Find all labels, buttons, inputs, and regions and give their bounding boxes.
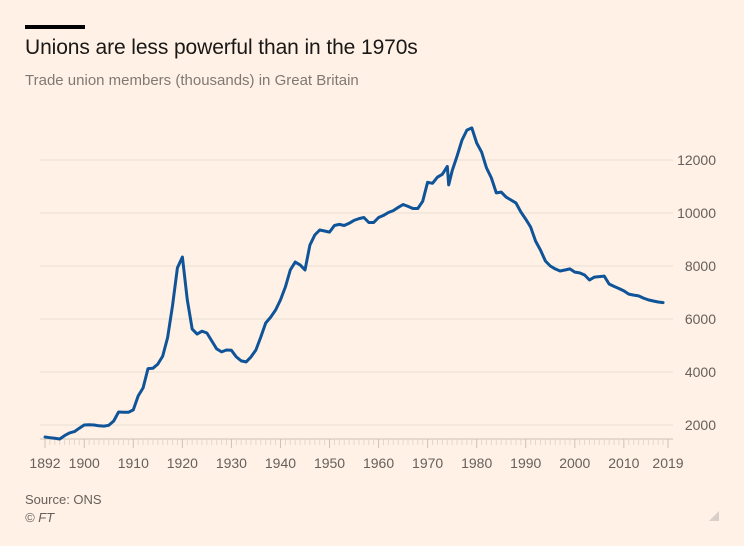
x-tick-label: 2000 <box>559 455 590 471</box>
y-tick-label: 10000 <box>677 205 716 221</box>
series-layer <box>43 126 665 441</box>
x-tick-label: 1900 <box>69 455 100 471</box>
x-tick-label: 2019 <box>652 455 683 471</box>
chart-subtitle: Trade union members (thousands) in Great… <box>25 72 359 89</box>
x-tick-label: 1930 <box>216 455 247 471</box>
y-tick-label: 4000 <box>685 364 716 380</box>
x-tick-label: 1910 <box>118 455 149 471</box>
chart-title: Unions are less powerful than in the 197… <box>25 36 418 59</box>
gridlines <box>40 159 673 426</box>
y-tick-label: 12000 <box>677 152 716 168</box>
x-axis: 1892 1900 1910 1920 1930 1940 1950 1960 1970 1980… <box>29 438 684 471</box>
x-tick-label: 1960 <box>363 455 394 471</box>
copyright-note: © FT <box>25 510 55 525</box>
x-tick-label: 1920 <box>167 455 198 471</box>
x-tick-label: 1940 <box>265 455 296 471</box>
x-tick-label: 1950 <box>314 455 345 471</box>
resize-handle-icon[interactable] <box>709 511 719 521</box>
y-tick-label: 2000 <box>685 417 716 433</box>
x-tick-label: 1892 <box>29 455 60 471</box>
y-tick-label: 8000 <box>685 258 716 274</box>
source-note: Source: ONS <box>25 492 102 507</box>
series-line-union-members <box>43 126 665 441</box>
title-accent-bar <box>25 25 85 29</box>
x-tick-label: 2010 <box>608 455 639 471</box>
x-tick-label: 1990 <box>510 455 541 471</box>
x-tick-label: 1980 <box>461 455 492 471</box>
y-axis: 2000 4000 6000 8000 10000 12000 <box>677 152 716 433</box>
y-tick-label: 6000 <box>685 311 716 327</box>
x-tick-label: 1970 <box>412 455 443 471</box>
